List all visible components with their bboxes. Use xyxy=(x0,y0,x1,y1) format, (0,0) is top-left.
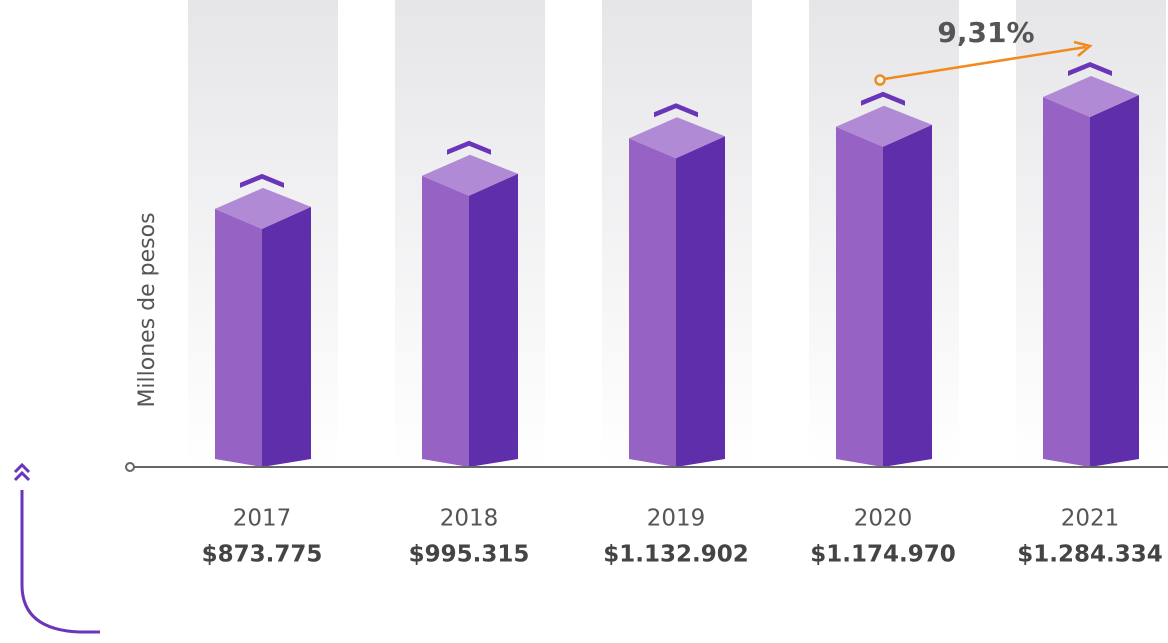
bars xyxy=(215,62,1139,467)
bar xyxy=(1043,62,1139,467)
bar-top xyxy=(836,105,932,147)
bar-chevron xyxy=(654,103,698,118)
value-label: $1.284.334 xyxy=(1017,542,1163,568)
double-chevron xyxy=(13,462,31,482)
bar-side xyxy=(1090,95,1139,467)
bar-chevron xyxy=(240,173,284,188)
value-label: $1.132.902 xyxy=(603,542,749,568)
value-label: $1.174.970 xyxy=(810,542,956,568)
bar-top xyxy=(215,187,311,229)
growth-arrow xyxy=(883,45,1087,81)
bar-top xyxy=(422,154,518,196)
arrow-start xyxy=(874,74,886,86)
bar-front xyxy=(629,138,676,467)
bar xyxy=(215,173,311,467)
y-axis-label: Millones de pesos xyxy=(135,212,160,407)
curve xyxy=(20,490,100,634)
arrow-head xyxy=(1073,40,1093,57)
bar-top xyxy=(1043,76,1139,117)
bar-side xyxy=(262,206,311,467)
corner-decoration xyxy=(13,462,100,634)
bar-side xyxy=(676,136,725,467)
bar-side xyxy=(469,173,518,467)
bar-chevron xyxy=(447,140,491,155)
bar xyxy=(422,140,518,467)
bar-top xyxy=(629,117,725,159)
growth-annotation: 9,31% xyxy=(874,16,1093,86)
x-tick-label: 2017 xyxy=(233,506,292,532)
bar-front xyxy=(836,126,883,467)
bar-front xyxy=(215,208,262,467)
x-tick-label: 2020 xyxy=(854,506,913,532)
x-tick-label: 2021 xyxy=(1061,506,1120,532)
bar xyxy=(836,91,932,467)
value-label: $995.315 xyxy=(409,542,530,568)
bar xyxy=(629,103,725,467)
bar-side xyxy=(883,124,932,467)
x-tick-label: 2019 xyxy=(647,506,706,532)
value-label: $873.775 xyxy=(202,542,323,568)
bar-chevron xyxy=(861,91,905,106)
growth-label: 9,31% xyxy=(937,16,1034,49)
axis-origin xyxy=(125,462,135,472)
bar-front xyxy=(422,175,469,467)
bar-front xyxy=(1043,97,1090,467)
bar-chevron xyxy=(1068,62,1112,76)
x-tick-label: 2018 xyxy=(440,506,499,532)
